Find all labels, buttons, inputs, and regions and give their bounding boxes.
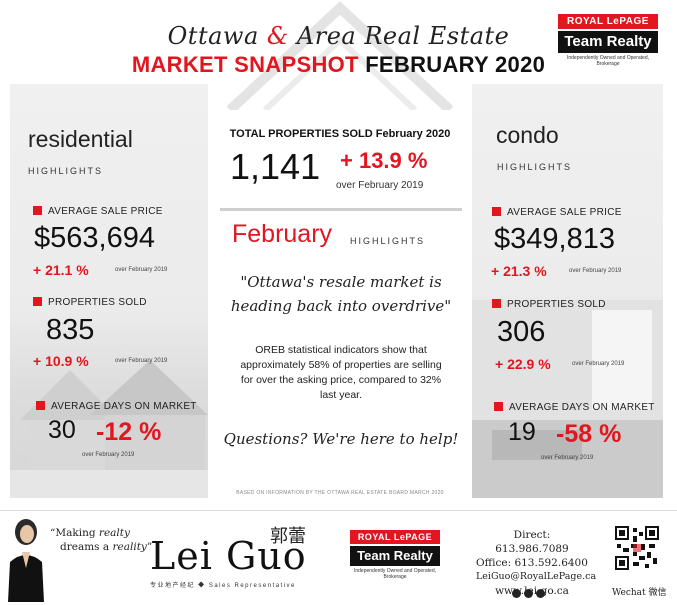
condo-sold-label: PROPERTIES SOLD: [492, 299, 606, 310]
email-icon[interactable]: [524, 589, 533, 598]
market-snapshot-title: MARKET SNAPSHOT FEBRUARY 2020: [131, 52, 546, 77]
total-sold-value: 1,141: [230, 146, 321, 187]
condo-sold-over: over February 2019: [572, 361, 625, 367]
house-roof-graphic: [226, 1, 454, 110]
agent-name-chinese: 郭蕾: [270, 526, 306, 546]
source-note: BASED ON INFORMATION BY THE OTTAWA REAL …: [236, 490, 444, 496]
office-phone[interactable]: Office: 613.592.6400: [476, 557, 588, 569]
condo-highlights-label: HIGHLIGHTS: [497, 162, 573, 172]
questions-callout: Questions? We're here to help!: [223, 430, 459, 448]
condo-interior-image: [472, 300, 663, 498]
condo-dom-value: 19: [508, 418, 536, 446]
condo-avg-price-over: over February 2019: [569, 268, 622, 274]
february-highlights-label: HIGHLIGHTS: [350, 236, 426, 246]
social-icons: [512, 585, 548, 603]
res-sold-label: PROPERTIES SOLD: [33, 297, 147, 308]
agent-name: Lei Guo: [150, 534, 307, 578]
february-heading: February: [232, 220, 333, 248]
res-sold-pct: + 10.9 %: [33, 353, 89, 369]
agent-title: 专业地产经纪 ◆ Sales Representative: [150, 583, 296, 589]
wechat-qr-code: [615, 526, 659, 570]
center-divider: [220, 208, 462, 211]
condo-avg-price-label: AVERAGE SALE PRICE: [492, 207, 622, 218]
res-sold-value: 835: [46, 314, 95, 346]
condo-sold-pct: + 22.9 %: [495, 356, 551, 372]
res-dom-value: 30: [48, 416, 76, 444]
condo-dom-label: AVERAGE DAYS ON MARKET: [494, 402, 655, 413]
res-dom-over: over February 2019: [82, 452, 135, 458]
total-sold-pct: + 13.9 %: [340, 148, 428, 173]
total-sold-over: over February 2019: [336, 180, 424, 191]
res-dom-label: AVERAGE DAYS ON MARKET: [36, 401, 197, 412]
res-avg-price-value: $563,694: [34, 222, 155, 254]
wechat-label: Wechat 微信: [612, 588, 667, 598]
condo-dom-over: over February 2019: [541, 455, 594, 461]
res-avg-price-pct: + 21.1 %: [33, 262, 89, 278]
agent-photo: [8, 519, 44, 602]
res-sold-over: over February 2019: [115, 358, 168, 364]
direct-phone[interactable]: Direct: 613.986.7089: [495, 529, 569, 555]
email-link[interactable]: LeiGuo@RoyalLePage.ca: [476, 571, 597, 582]
market-quote: "Ottawa's resale market is heading back …: [230, 273, 452, 315]
residential-title: residential: [28, 126, 133, 152]
header-title: Ottawa & Area Real Estate: [167, 22, 510, 50]
instagram-icon[interactable]: [536, 589, 545, 598]
oreb-statement: OREB statistical indicators show that ap…: [240, 344, 442, 401]
total-sold-title: TOTAL PROPERTIES SOLD February 2020: [229, 128, 451, 140]
residential-highlights-label: HIGHLIGHTS: [28, 166, 104, 176]
condo-title: condo: [496, 122, 559, 148]
condo-avg-price-pct: + 21.3 %: [491, 263, 547, 279]
footer-divider: [0, 510, 677, 511]
res-avg-price-label: AVERAGE SALE PRICE: [33, 206, 163, 217]
res-dom-pct: -12 %: [96, 418, 162, 446]
condo-sold-value: 306: [497, 316, 546, 348]
res-avg-price-over: over February 2019: [115, 267, 168, 273]
royal-lepage-logo-footer: ROYAL LePAGE Team Realty Independently O…: [350, 530, 440, 580]
agent-tagline: “Making realty dreams a reality”: [50, 527, 153, 553]
royal-lepage-logo: ROYAL LePAGE Team Realty Independently O…: [558, 14, 658, 67]
condo-dom-pct: -58 %: [556, 420, 622, 448]
facebook-icon[interactable]: [512, 589, 521, 598]
condo-avg-price-value: $349,813: [494, 223, 615, 255]
